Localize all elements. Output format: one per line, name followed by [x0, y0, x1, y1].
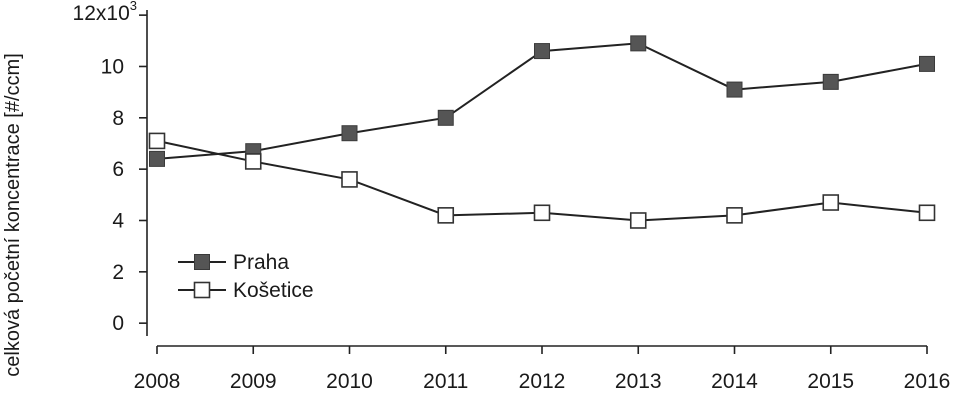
- y-axis-multiplier-exponent: 3: [130, 0, 137, 13]
- data-point-kosetice: [437, 207, 455, 224]
- series-layer: [148, 35, 936, 229]
- data-point-kosetice: [629, 212, 647, 229]
- y-tick-label: 10: [101, 55, 124, 78]
- data-point-kosetice: [244, 153, 262, 170]
- data-point-praha: [822, 73, 839, 90]
- y-tick-label: 8: [112, 107, 124, 130]
- x-tick-label: 2010: [326, 370, 373, 393]
- series-praha: [149, 35, 935, 167]
- x-tick-label: 2012: [519, 370, 566, 393]
- x-tick-label: 2014: [711, 370, 758, 393]
- y-axis-title: celková početní koncentrace [#/ccm]: [2, 53, 24, 377]
- data-point-kosetice: [148, 132, 166, 150]
- y-tick-label: 2: [112, 261, 124, 284]
- data-point-praha: [341, 125, 358, 142]
- series-kosetice: [148, 132, 936, 229]
- legend-praha-label: Praha: [233, 251, 289, 274]
- data-point-kosetice: [341, 171, 358, 188]
- y-axis-multiplier-label: 12x103: [73, 0, 137, 25]
- x-tick-label: 2011: [423, 370, 468, 393]
- data-point-kosetice: [822, 194, 840, 211]
- y-tick-label: 0: [112, 312, 124, 335]
- x-ticks: 2008 2009 2010 2011 2012 2013 2014 2015 2016: [134, 346, 951, 393]
- y-ticks: 0 2 4 6 8 10: [101, 14, 147, 335]
- x-tick-label: 2016: [904, 370, 951, 393]
- legend-item-praha: Praha: [178, 251, 289, 274]
- data-point-praha: [726, 81, 743, 98]
- data-point-kosetice: [726, 207, 743, 224]
- legend-kosetice-marker: [193, 281, 211, 299]
- data-point-praha: [919, 55, 935, 72]
- data-point-praha: [534, 43, 550, 60]
- x-tick-label: 2008: [134, 370, 181, 393]
- legend-kosetice-label: Košetice: [233, 279, 314, 302]
- y-tick-label: 6: [112, 158, 124, 181]
- x-tick-label: 2009: [230, 370, 277, 393]
- data-point-kosetice: [918, 204, 936, 222]
- x-tick-label: 2013: [615, 370, 662, 393]
- data-point-praha: [437, 109, 454, 126]
- y-axis-multiplier-base: 12x10: [73, 2, 130, 25]
- data-point-kosetice: [533, 204, 551, 222]
- series-line-praha: [156, 42, 928, 160]
- x-tick-label: 2015: [807, 370, 854, 393]
- legend-praha-marker: [194, 254, 210, 270]
- data-point-praha: [149, 150, 165, 167]
- data-point-praha: [630, 35, 647, 52]
- axes: 0 2 4 6 8 10 2008 2009 2010 2011 2012 2013 2014 2015…: [101, 10, 951, 393]
- legend: Praha Košetice: [178, 251, 314, 302]
- y-tick-label: 4: [112, 209, 124, 232]
- legend-item-kosetice: Košetice: [178, 279, 314, 302]
